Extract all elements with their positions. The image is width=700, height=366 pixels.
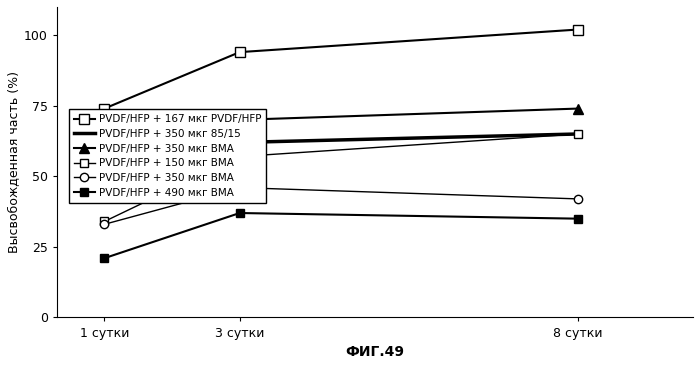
PVDF/HFP + 350 мкг 85/15 (100, 146, 108, 150)
Line: PVDF/HFP + 350 мкг BMA: PVDF/HFP + 350 мкг BMA (99, 104, 583, 190)
PVDF/HFP + 150 мкг BMA (574, 132, 582, 136)
PVDF/HFP + 350 мкг BMA (574, 197, 582, 201)
Line: PVDF/HFP + 350 мкг 85/15: PVDF/HFP + 350 мкг 85/15 (104, 134, 578, 148)
PVDF/HFP + 350 мкг 85/15 (574, 132, 582, 136)
PVDF/HFP + 150 мкг BMA (100, 219, 108, 224)
PVDF/HFP + 490 мкг BMA (100, 256, 108, 260)
PVDF/HFP + 350 мкг BMA (100, 183, 108, 187)
Line: PVDF/HFP + 150 мкг BMA: PVDF/HFP + 150 мкг BMA (100, 130, 582, 226)
PVDF/HFP + 490 мкг BMA (235, 211, 244, 215)
PVDF/HFP + 350 мкг BMA (235, 186, 244, 190)
PVDF/HFP + 350 мкг BMA (574, 107, 582, 111)
PVDF/HFP + 350 мкг BMA (100, 222, 108, 227)
PVDF/HFP + 350 мкг 85/15 (235, 140, 244, 145)
PVDF/HFP + 167 мкг PVDF/HFP (574, 27, 582, 32)
Line: PVDF/HFP + 350 мкг BMA: PVDF/HFP + 350 мкг BMA (100, 183, 582, 228)
Legend: PVDF/HFP + 167 мкг PVDF/HFP, PVDF/HFP + 350 мкг 85/15, PVDF/HFP + 350 мкг BMA, P: PVDF/HFP + 167 мкг PVDF/HFP, PVDF/HFP + … (69, 109, 267, 203)
PVDF/HFP + 350 мкг BMA (235, 117, 244, 122)
PVDF/HFP + 490 мкг BMA (574, 216, 582, 221)
PVDF/HFP + 167 мкг PVDF/HFP (100, 107, 108, 111)
Y-axis label: Высвобожденная часть (%): Высвобожденная часть (%) (7, 71, 20, 253)
PVDF/HFP + 167 мкг PVDF/HFP (235, 50, 244, 54)
X-axis label: ФИГ.49: ФИГ.49 (346, 345, 405, 359)
Line: PVDF/HFP + 167 мкг PVDF/HFP: PVDF/HFP + 167 мкг PVDF/HFP (99, 25, 583, 113)
Line: PVDF/HFP + 490 мкг BMA: PVDF/HFP + 490 мкг BMA (100, 209, 582, 262)
PVDF/HFP + 150 мкг BMA (235, 154, 244, 159)
